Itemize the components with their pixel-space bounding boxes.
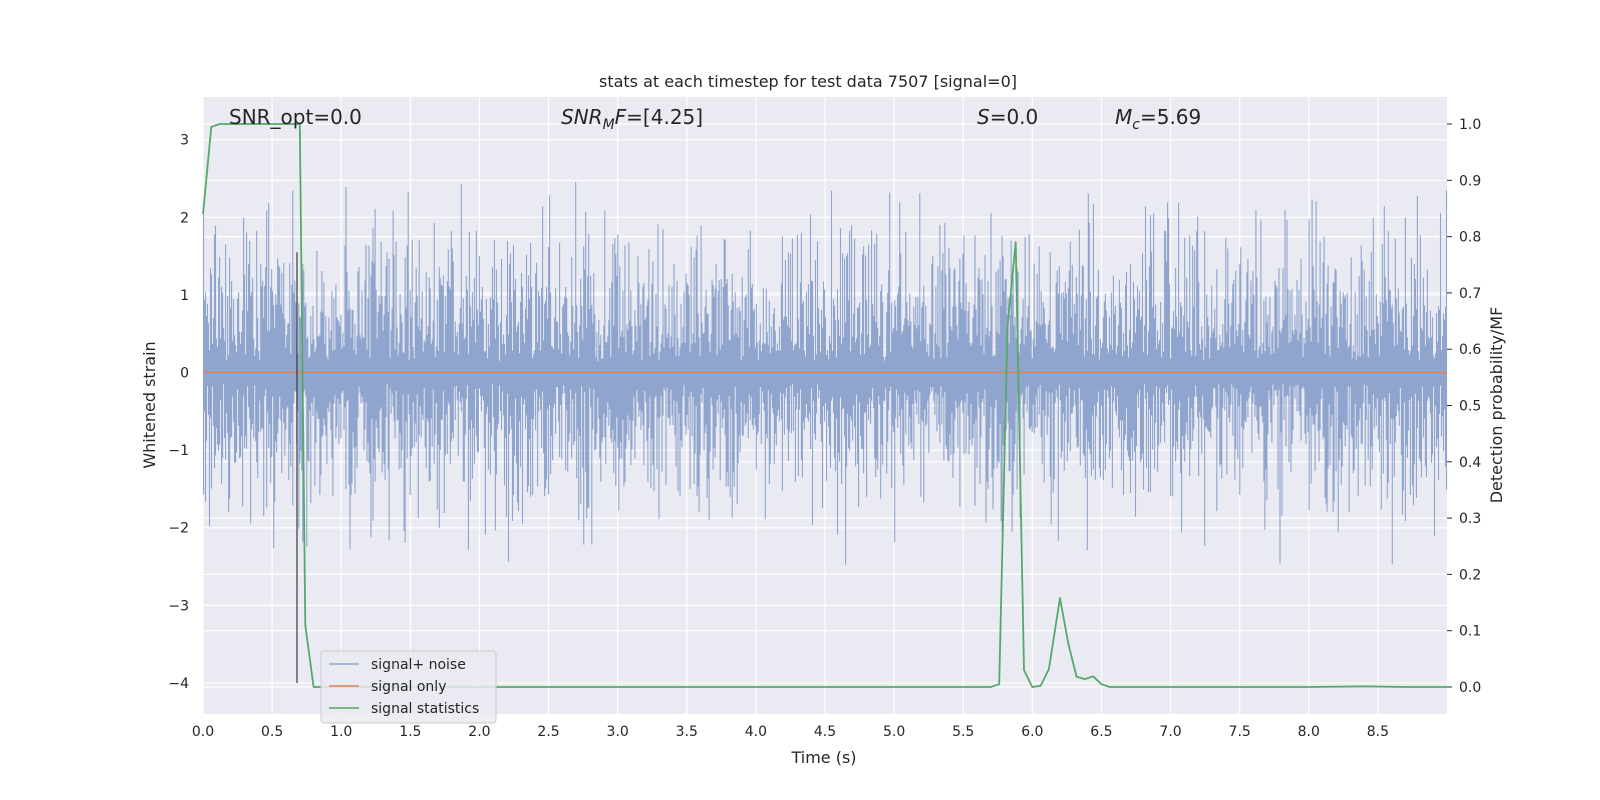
x-tick-label: 0.0 — [192, 724, 214, 740]
annotation-mc: Mc=5.69 — [1115, 105, 1201, 133]
x-tick-label: 1.0 — [330, 724, 352, 740]
y2-tick-label: 0.8 — [1459, 230, 1481, 246]
svg-text:SNRMF=[4.25]: SNRMF=[4.25] — [561, 105, 703, 133]
x-tick-label: 6.5 — [1090, 724, 1112, 740]
x-tick-label: 7.0 — [1159, 724, 1181, 740]
x-tick-label: 4.5 — [814, 724, 836, 740]
x-tick-label: 5.5 — [952, 724, 974, 740]
x-tick-label: 1.5 — [399, 724, 421, 740]
y2-tick-label: 1.0 — [1459, 117, 1481, 133]
signal-statistics-line — [202, 123, 1447, 688]
annotation-mc-value: =5.69 — [1140, 105, 1201, 129]
legend-label-signal-only: signal only — [371, 679, 446, 695]
y2-tick-label: 0.7 — [1459, 286, 1481, 302]
series-lines — [202, 123, 1447, 688]
annotation-snr-mf-value: =[4.25] — [626, 105, 703, 129]
y-tick-label: 2 — [180, 210, 189, 226]
x-axis-ticks: 0.0 0.5 1.0 1.5 2.0 2.5 3.0 3.5 4.0 4.5 5.0 5.5 6.0 6… — [192, 724, 1389, 740]
y-tick-label: −1 — [168, 443, 189, 459]
x-tick-label: 8.5 — [1367, 724, 1389, 740]
y2-tick-label: 0.1 — [1459, 624, 1481, 640]
annotation-s-value: =0.0 — [990, 105, 1039, 129]
legend-label-signal-noise: signal+ noise — [371, 657, 466, 673]
noise-trace — [202, 182, 1448, 565]
x-tick-label: 2.5 — [537, 724, 559, 740]
y-tick-label: 0 — [180, 366, 189, 382]
y2-tick-label: 0.3 — [1459, 511, 1481, 527]
y2-tick-label: 0.9 — [1459, 173, 1481, 189]
y2-axis-ticks: 1.0 0.9 0.8 0.7 0.6 0.5 0.4 0.3 0.2 0.1 0.0 — [1447, 117, 1481, 696]
x-tick-label: 0.5 — [261, 724, 283, 740]
y-axis-ticks: 3 2 1 0 −1 −2 −3 −4 — [168, 133, 189, 692]
x-tick-label: 7.5 — [1229, 724, 1251, 740]
svg-text:S=0.0: S=0.0 — [977, 105, 1038, 129]
legend-label-signal-statistics: signal statistics — [371, 701, 479, 717]
y2-tick-label: 0.6 — [1459, 342, 1481, 358]
chart-title: stats at each timestep for test data 750… — [599, 72, 1017, 91]
y2-tick-label: 0.5 — [1459, 399, 1481, 415]
annotation-s: S=0.0 — [977, 105, 1038, 129]
legend: signal+ noise signal only signal statist… — [320, 650, 497, 724]
y2-tick-label: 0.0 — [1459, 680, 1481, 696]
x-axis-label: Time (s) — [790, 748, 856, 767]
y-axis-label: Whitened strain — [140, 341, 159, 468]
x-tick-label: 4.0 — [745, 724, 767, 740]
y-tick-label: 1 — [180, 288, 189, 304]
y-tick-label: −4 — [168, 676, 189, 692]
x-tick-label: 8.0 — [1298, 724, 1320, 740]
legend-box — [320, 650, 497, 724]
x-tick-label: 2.0 — [468, 724, 490, 740]
annotation-snr-mf: SNRMF=[4.25] — [561, 105, 703, 133]
x-tick-label: 5.0 — [883, 724, 905, 740]
y-tick-label: −3 — [168, 598, 189, 614]
y-tick-label: 3 — [180, 133, 189, 149]
y2-tick-label: 0.2 — [1459, 567, 1481, 583]
series-signal-noise — [202, 182, 1448, 565]
svg-text:Mc=5.69: Mc=5.69 — [1115, 105, 1201, 133]
y2-tick-label: 0.4 — [1459, 455, 1481, 471]
x-tick-label: 3.0 — [607, 724, 629, 740]
y2-axis-label: Detection probability/MF — [1487, 307, 1506, 504]
x-tick-label: 6.0 — [1021, 724, 1043, 740]
annotation-snr-opt: SNR_opt=0.0 — [229, 105, 362, 129]
x-tick-label: 3.5 — [676, 724, 698, 740]
y-tick-label: −2 — [168, 521, 189, 537]
